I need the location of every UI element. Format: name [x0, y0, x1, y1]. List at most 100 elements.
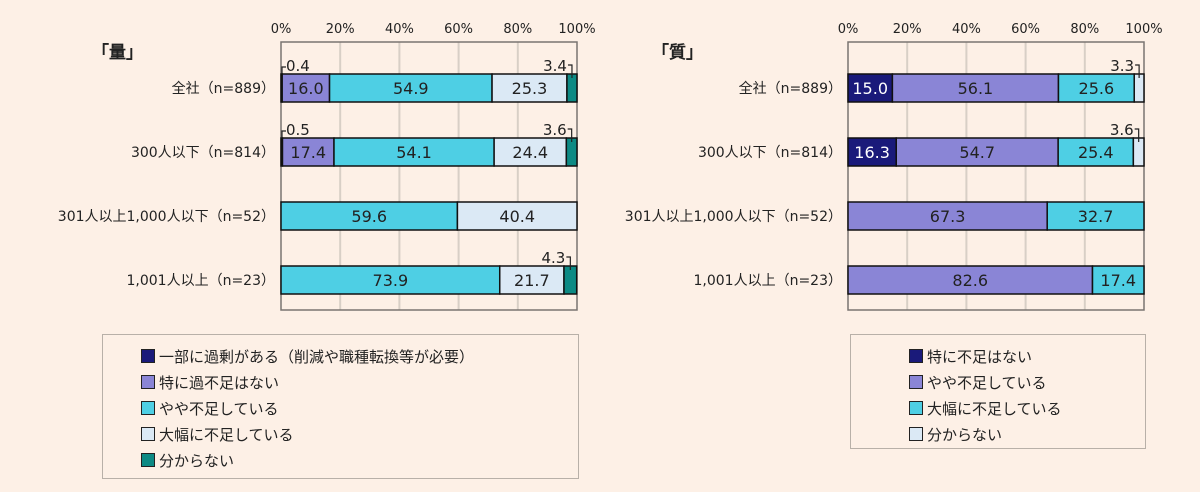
legend-label: 特に過不足はない — [159, 373, 280, 392]
data-label: 25.4 — [1078, 143, 1114, 162]
x-tick-label: 20% — [326, 22, 355, 37]
data-label: 21.7 — [514, 271, 550, 290]
bar-segment — [333, 137, 495, 167]
legend-item: 大幅に不足している — [909, 395, 1145, 421]
data-label: 16.0 — [288, 79, 324, 98]
data-label: 17.4 — [290, 143, 326, 162]
legend-item: 特に不足はない — [909, 343, 1145, 369]
bar-segment — [1133, 73, 1145, 103]
chart-title-quality: 「質」 — [652, 43, 703, 63]
data-label: 0.5 — [286, 121, 310, 139]
bar-segment — [456, 201, 578, 231]
bar-segment — [281, 137, 335, 167]
category-label: 301人以上1,000人以下（n=52） — [58, 209, 275, 225]
data-label: 40.4 — [499, 207, 535, 226]
data-label: 54.1 — [396, 143, 432, 162]
legend-swatch — [909, 401, 923, 415]
data-label: 32.7 — [1078, 207, 1114, 226]
data-label: 4.3 — [541, 249, 565, 267]
x-tick-label: 40% — [952, 22, 981, 37]
legend-label: 大幅に不足している — [927, 399, 1062, 418]
x-tick-label: 40% — [385, 22, 414, 37]
leader-line — [567, 64, 573, 78]
data-label: 82.6 — [952, 271, 988, 290]
category-label: 全社（n=889） — [172, 80, 275, 97]
data-label: 3.6 — [543, 121, 567, 139]
legend-swatch — [141, 375, 155, 389]
data-label: 24.4 — [512, 143, 548, 162]
legend-label: 大幅に不足している — [159, 425, 294, 444]
data-label: 15.0 — [852, 79, 888, 98]
data-label: 56.1 — [958, 79, 994, 98]
bar-segment — [1091, 265, 1145, 295]
leader-line — [281, 66, 286, 74]
bar-segment — [847, 201, 1048, 231]
legend-swatch — [141, 427, 155, 441]
data-label: 54.7 — [959, 143, 995, 162]
category-label: 301人以上1,000人以下（n=52） — [625, 209, 842, 225]
legend-swatch — [141, 401, 155, 415]
legend-label: やや不足している — [159, 399, 279, 418]
legend-label: 特に不足はない — [927, 347, 1033, 366]
category-label: 300人以下（n=814） — [131, 145, 275, 161]
bar-segment — [566, 73, 578, 103]
leader-line — [1135, 64, 1140, 78]
legend-quality: 特に不足はない やや不足している 大幅に不足している分からない — [850, 334, 1146, 449]
leader-line — [567, 128, 573, 142]
data-label: 17.4 — [1100, 271, 1136, 290]
bar-segment — [498, 265, 565, 295]
x-tick-label: 100% — [558, 22, 595, 37]
bar-segment — [565, 137, 578, 167]
legend-item: 一部に過剰がある（削減や職種転換等が必要） — [141, 343, 578, 369]
bar-segment — [280, 265, 501, 295]
x-tick-label: 0% — [838, 22, 859, 37]
data-label: 0.4 — [286, 57, 310, 75]
legend-item: 分からない — [909, 421, 1145, 447]
x-tick-label: 60% — [444, 22, 473, 37]
bar-segment — [563, 265, 578, 295]
leader-line — [281, 130, 286, 138]
data-label: 3.3 — [1110, 57, 1134, 75]
legend-swatch — [141, 349, 155, 363]
x-tick-label: 80% — [503, 22, 532, 37]
x-tick-label: 80% — [1070, 22, 1099, 37]
bar-segment — [493, 137, 568, 167]
data-label: 25.6 — [1079, 79, 1115, 98]
bar-segment — [491, 73, 568, 103]
bar-segment — [847, 265, 1094, 295]
legend-quantity: 一部に過剰がある（削減や職種転換等が必要） 特に過不足はない やや不足している 大幅に… — [102, 334, 579, 479]
data-label: 73.9 — [373, 271, 409, 290]
category-label: 1,001人以上（n=23） — [127, 273, 276, 289]
legend-item: やや不足している — [141, 395, 578, 421]
legend-swatch — [909, 427, 923, 441]
category-label: 1,001人以上（n=23） — [694, 273, 843, 289]
legend-label: やや不足している — [927, 373, 1047, 392]
leader-line — [1134, 128, 1140, 142]
legend-item: やや不足している — [909, 369, 1145, 395]
data-label: 54.9 — [393, 79, 429, 98]
x-tick-label: 20% — [893, 22, 922, 37]
category-label: 全社（n=889） — [739, 80, 842, 97]
legend-label: 一部に過剰がある（削減や職種転換等が必要） — [159, 347, 475, 366]
bar-segment — [895, 137, 1059, 167]
legend-item: 分からない — [141, 447, 578, 473]
bar-segment — [328, 73, 493, 103]
x-tick-label: 60% — [1011, 22, 1040, 37]
x-tick-label: 0% — [271, 22, 292, 37]
data-label: 59.6 — [351, 207, 387, 226]
plot-frame — [847, 41, 1145, 311]
category-label: 300人以下（n=814） — [698, 145, 842, 161]
legend-swatch — [141, 453, 155, 467]
legend-swatch — [909, 375, 923, 389]
bar-segment — [1046, 201, 1145, 231]
legend-item: 特に過不足はない — [141, 369, 578, 395]
data-label: 16.3 — [854, 143, 890, 162]
data-label: 25.3 — [512, 79, 548, 98]
leader-line — [566, 256, 571, 270]
legend-label: 分からない — [159, 451, 235, 470]
bar-segment — [1132, 137, 1145, 167]
legend-swatch — [909, 349, 923, 363]
data-label: 3.4 — [543, 57, 567, 75]
data-label: 3.6 — [1110, 121, 1134, 139]
